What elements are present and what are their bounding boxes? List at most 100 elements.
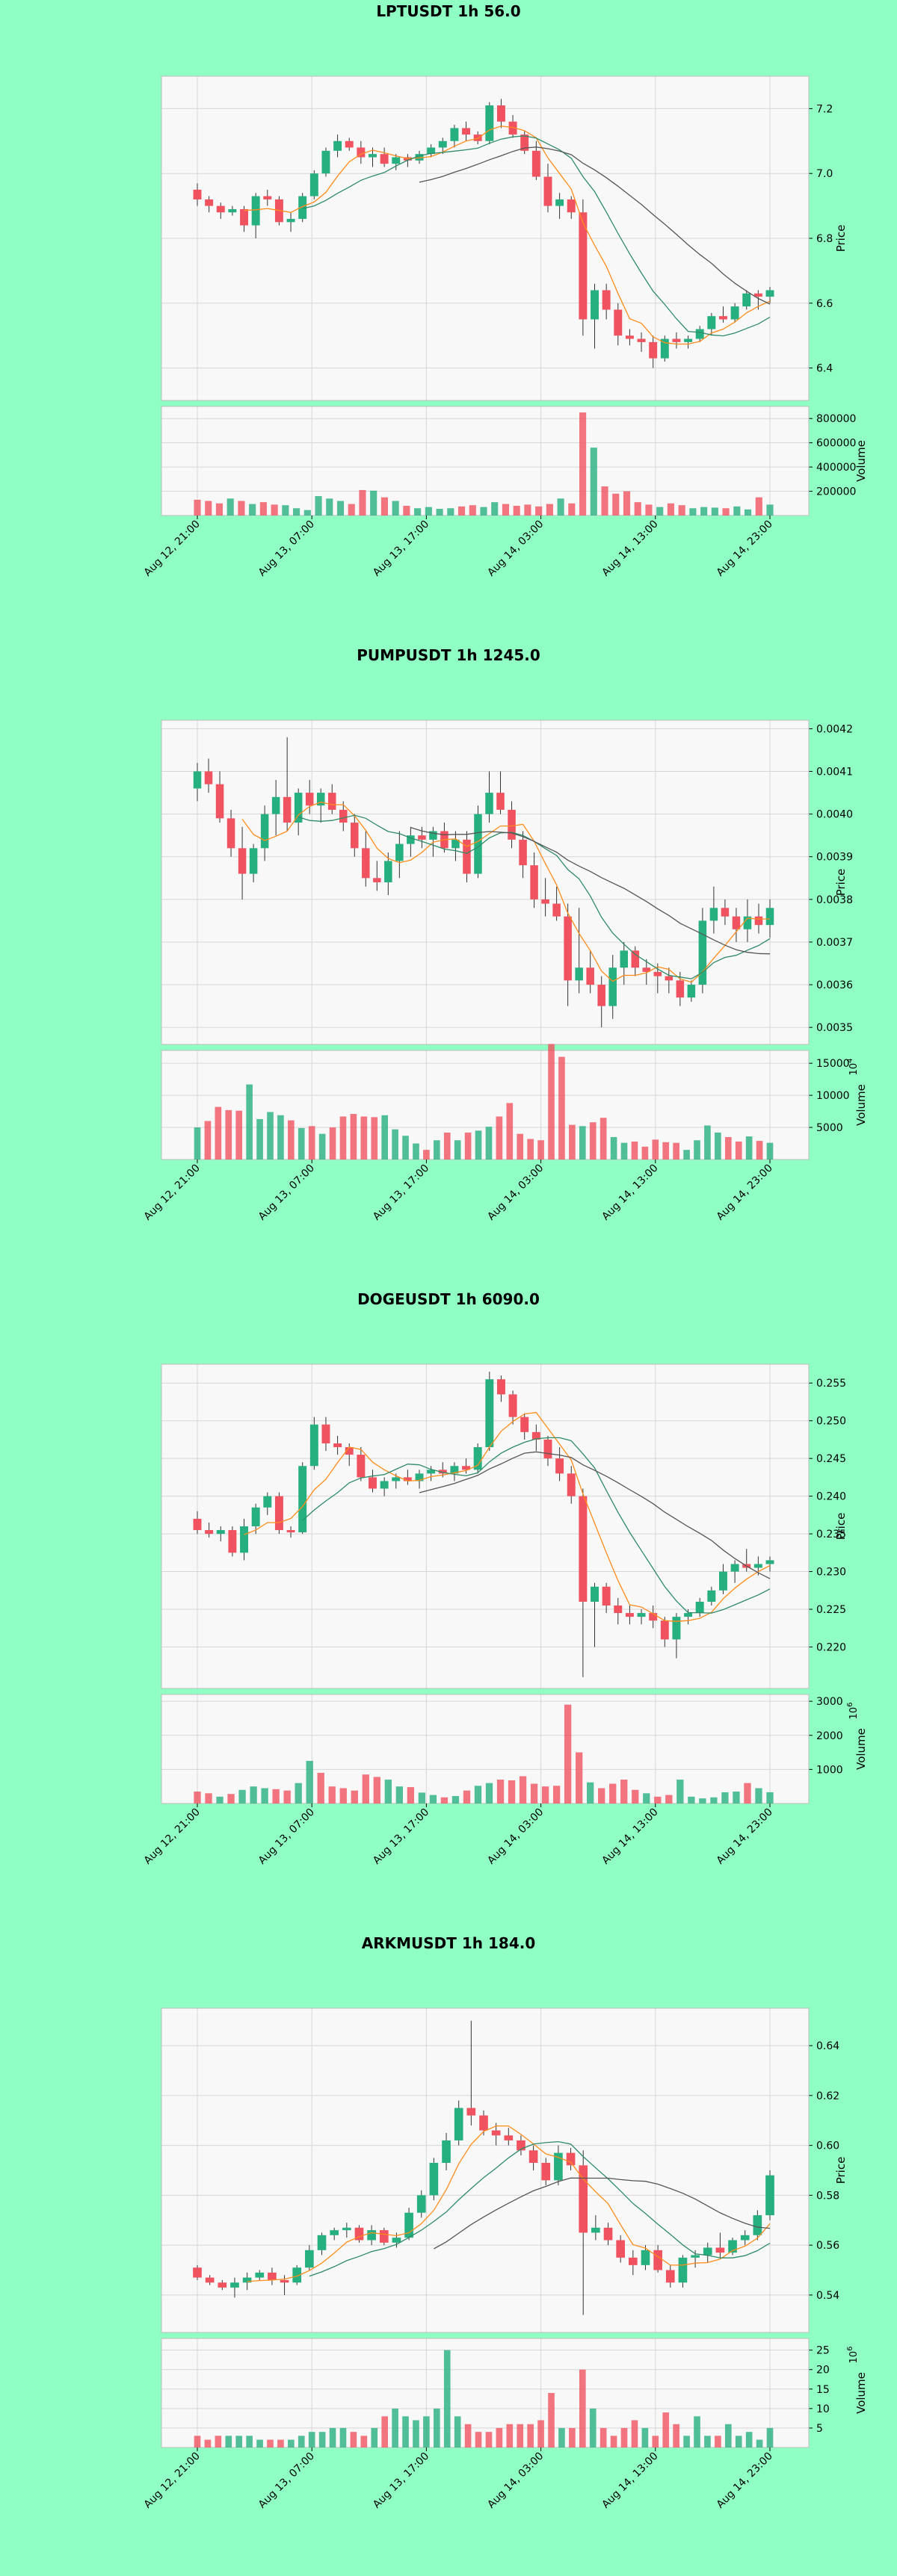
volume-bar [267, 2439, 274, 2447]
volume-bar [403, 506, 410, 515]
volume-bar [298, 2436, 305, 2447]
volume-bar [546, 504, 553, 515]
candle-body [369, 1477, 377, 1489]
volume-bar [216, 1796, 224, 1803]
volume-bar [744, 509, 752, 515]
volume-bar [226, 498, 234, 515]
candle-body [450, 1466, 459, 1474]
candle-body [496, 105, 505, 122]
candle-body [496, 1379, 505, 1395]
candle-body [718, 316, 727, 320]
volume-bar [700, 507, 708, 515]
volume-bar [227, 1794, 235, 1803]
volume-tick-label: 600000 [816, 438, 856, 450]
ma-10-line [309, 2140, 771, 2277]
price-tick-label: 0.0041 [816, 767, 853, 778]
volume-bar [676, 1780, 684, 1803]
candle-body [438, 1470, 447, 1474]
candle-body [687, 985, 696, 998]
volume-tick-label: 15 [816, 2384, 830, 2396]
candle-body [603, 2227, 613, 2241]
price-tick-label: 0.0039 [816, 852, 853, 864]
volume-bar [474, 1786, 482, 1803]
candle-body [263, 196, 272, 199]
volume-bar [569, 2427, 576, 2447]
volume-bar [194, 1127, 201, 1159]
volume-bar [496, 2427, 503, 2447]
price-tick-label: 0.255 [816, 1378, 846, 1390]
volume-bar [576, 1752, 583, 1803]
candle-body [369, 154, 377, 158]
volume-bar [722, 508, 730, 515]
candle-body [653, 2250, 662, 2270]
volume-bar [360, 1116, 368, 1159]
volume-bar [634, 502, 641, 515]
volume-bar [568, 503, 576, 515]
volume-tick-label: 1000 [816, 1764, 843, 1776]
price-tick-label: 0.235 [816, 1529, 846, 1541]
volume-axis-label: Volume [854, 1728, 868, 1770]
volume-bar [451, 1795, 460, 1803]
volume-bar [436, 509, 443, 515]
x-tick-label: Aug 14, 13:00 [599, 1806, 660, 1867]
candle-body [321, 1424, 330, 1443]
candle-body [333, 140, 342, 151]
volume-bar [665, 1795, 673, 1803]
candle-body [193, 1518, 202, 1531]
candle-body [380, 1481, 389, 1489]
candle-body [418, 835, 426, 840]
candle-body [330, 2230, 339, 2235]
ma-5-line [244, 126, 771, 345]
volume-bar [440, 1797, 449, 1803]
volume-tick-label: 3000 [816, 1696, 843, 1708]
ma-10-line [302, 135, 771, 337]
volume-bar [423, 1150, 430, 1159]
candle-body [240, 1526, 249, 1553]
candle-body [753, 293, 762, 297]
x-tick-label: Aug 14, 23:00 [715, 2450, 775, 2511]
price-tick-label: 6.8 [816, 233, 833, 245]
candle-body [531, 150, 540, 177]
candle-body [703, 2247, 712, 2255]
chart-title: DOGEUSDT 1h 6090.0 [357, 1290, 540, 1308]
price-tick-label: 0.0035 [816, 1022, 853, 1034]
volume-bar [235, 2436, 243, 2447]
candle-body [753, 1564, 762, 1568]
x-tick-label: Aug 13, 17:00 [371, 518, 431, 579]
volume-bar [579, 412, 587, 515]
price-panel-border [161, 1363, 810, 1689]
volume-bar [485, 2432, 493, 2447]
volume-bar [238, 501, 245, 515]
volume-bar [215, 503, 224, 515]
volume-bar [502, 504, 510, 515]
price-panel [161, 1364, 809, 1688]
candle-body [519, 839, 527, 866]
candle-body [479, 2115, 488, 2131]
candle-body [473, 1447, 482, 1470]
price-panel [161, 720, 809, 1044]
candle-body [591, 290, 599, 320]
volume-bar [480, 507, 487, 515]
candlestick-chart: ARKMUSDT 1h 184.0 0.54 0.56 0.58 0.60 0.62 0.6… [142, 1934, 868, 2511]
volume-bar [380, 497, 388, 515]
volume-bar [745, 1136, 753, 1159]
price-tick-label: 0.60 [816, 2140, 839, 2152]
volume-bar [652, 1139, 659, 1159]
candle-body [230, 2282, 239, 2288]
volume-bar [537, 1140, 544, 1159]
volume-bar [381, 1115, 389, 1159]
volume-bar [454, 2416, 461, 2447]
x-tick-label: Aug 13, 07:00 [256, 1806, 317, 1867]
candle-body [309, 173, 318, 196]
volume-bar [392, 501, 399, 515]
candle-body [579, 1496, 588, 1602]
candle-body [298, 1466, 307, 1533]
volume-bar [662, 1142, 670, 1159]
volume-bar [454, 1140, 461, 1159]
volume-bar [194, 499, 201, 515]
volume-tick-label: 800000 [816, 413, 856, 425]
candle-body [427, 147, 436, 155]
volume-bar [755, 1788, 762, 1803]
candle-body [730, 306, 739, 320]
volume-bar [271, 504, 278, 515]
